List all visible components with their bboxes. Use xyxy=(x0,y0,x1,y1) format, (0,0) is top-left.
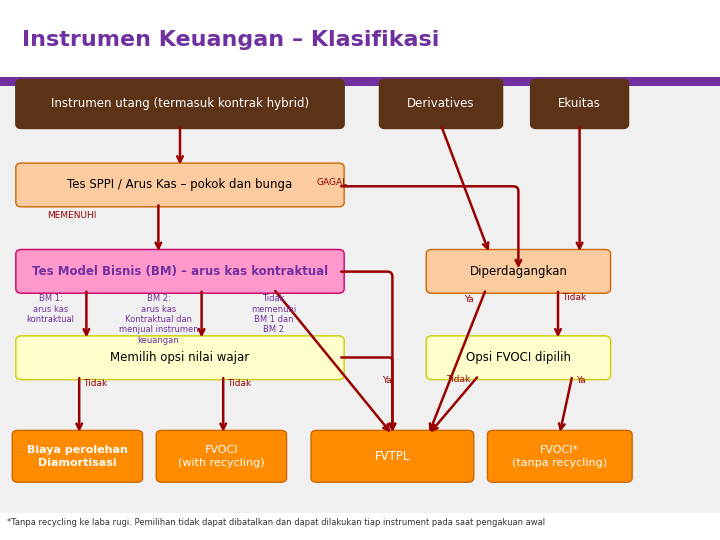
Text: Biaya perolehan
Diamortisasi: Biaya perolehan Diamortisasi xyxy=(27,445,128,468)
Text: Instrumen utang (termasuk kontrak hybrid): Instrumen utang (termasuk kontrak hybrid… xyxy=(51,97,309,111)
Text: *Tanpa recycling ke laba rugi. Pemilihan tidak dapat dibatalkan dan dapat dilaku: *Tanpa recycling ke laba rugi. Pemilihan… xyxy=(7,518,545,527)
Text: FVOCI*
(tanpa recycling): FVOCI* (tanpa recycling) xyxy=(512,445,608,468)
Text: BM 2:
arus kas
Kontraktual dan
menjual instrumen
keuangan: BM 2: arus kas Kontraktual dan menjual i… xyxy=(119,294,198,345)
FancyBboxPatch shape xyxy=(16,79,344,129)
Text: Derivatives: Derivatives xyxy=(408,97,474,111)
Text: Tes SPPI / Arus Kas – pokok dan bunga: Tes SPPI / Arus Kas – pokok dan bunga xyxy=(68,178,292,192)
FancyBboxPatch shape xyxy=(426,336,611,380)
Text: Ya: Ya xyxy=(576,376,585,385)
Text: FVOCI
(with recycling): FVOCI (with recycling) xyxy=(178,445,265,468)
Text: Tidak: Tidak xyxy=(83,379,107,388)
FancyBboxPatch shape xyxy=(156,430,287,482)
FancyBboxPatch shape xyxy=(379,79,503,129)
FancyBboxPatch shape xyxy=(12,430,143,482)
Text: FVTPL: FVTPL xyxy=(374,450,410,463)
FancyBboxPatch shape xyxy=(16,249,344,293)
Text: Tes Model Bisnis (BM) – arus kas kontraktual: Tes Model Bisnis (BM) – arus kas kontrak… xyxy=(32,265,328,278)
Text: Tidak: Tidak xyxy=(227,379,251,388)
Text: Instrumen Keuangan – Klasifikasi: Instrumen Keuangan – Klasifikasi xyxy=(22,30,439,51)
Text: Tidak
memenuhi
BM 1 dan
BM 2: Tidak memenuhi BM 1 dan BM 2 xyxy=(251,294,296,334)
Text: Tidak: Tidak xyxy=(562,293,586,301)
Text: GAGAL: GAGAL xyxy=(317,178,348,187)
FancyBboxPatch shape xyxy=(16,336,344,380)
FancyBboxPatch shape xyxy=(0,0,720,78)
Text: Ya: Ya xyxy=(464,295,474,304)
Text: MEMENUHI: MEMENUHI xyxy=(47,212,96,220)
Text: Diperdagangkan: Diperdagangkan xyxy=(469,265,567,278)
Text: Opsi FVOCI dipilih: Opsi FVOCI dipilih xyxy=(466,351,571,364)
Text: Ya: Ya xyxy=(382,376,391,385)
Text: Ekuitas: Ekuitas xyxy=(558,97,601,111)
FancyBboxPatch shape xyxy=(16,163,344,207)
Text: BM 1:
arus kas
kontraktual: BM 1: arus kas kontraktual xyxy=(27,294,74,324)
FancyBboxPatch shape xyxy=(487,430,632,482)
FancyBboxPatch shape xyxy=(531,79,629,129)
Text: Tidak: Tidak xyxy=(446,375,471,383)
FancyBboxPatch shape xyxy=(0,77,720,86)
FancyBboxPatch shape xyxy=(0,85,720,513)
FancyBboxPatch shape xyxy=(426,249,611,293)
Text: Memilih opsi nilai wajar: Memilih opsi nilai wajar xyxy=(110,351,250,364)
FancyBboxPatch shape xyxy=(311,430,474,482)
